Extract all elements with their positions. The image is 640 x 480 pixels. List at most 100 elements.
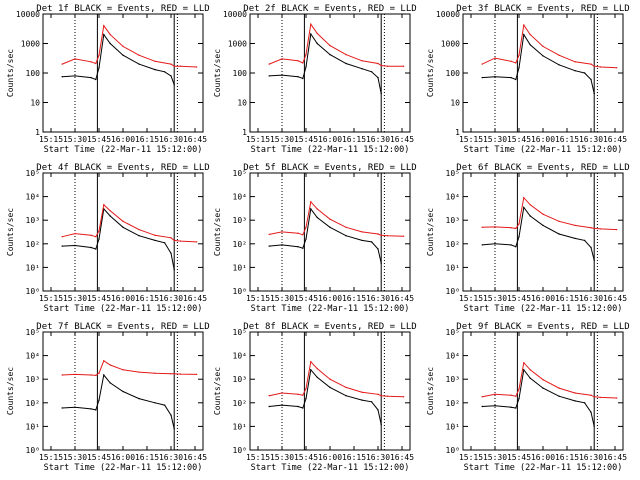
series-lld-point [173, 373, 175, 375]
series-events-line [269, 207, 382, 264]
series-lld-point [386, 395, 389, 397]
series-events-point [529, 377, 531, 379]
y-tick-label: 10⁴ [233, 193, 247, 202]
series-events-point [523, 33, 525, 36]
series-lld-line [269, 360, 404, 398]
series-lld-point [523, 24, 525, 26]
series-lld-point [268, 233, 270, 236]
y-tick-label: 10¹ [446, 263, 460, 272]
series-events-point [361, 399, 363, 401]
x-tick-label: 15:15 [39, 135, 63, 144]
y-axis-label: Counts/sec [213, 208, 222, 256]
x-tick-label: 16:15 [135, 135, 159, 144]
series-events-point [310, 369, 312, 371]
x-axis-label: Start Time (22-Mar-11 15:12:00) [464, 304, 623, 314]
series-events-point [170, 75, 172, 77]
x-tick-label: 15:30 [63, 294, 87, 303]
series-lld-line [482, 196, 617, 231]
series-events-point [523, 206, 525, 209]
y-tick-label: 10⁵ [26, 169, 40, 178]
y-tick-label: 10⁵ [233, 328, 247, 337]
series-events-point [95, 78, 97, 81]
series-events-point [529, 44, 531, 46]
y-tick-label: 10¹ [446, 422, 460, 431]
series-lld-point [523, 197, 525, 199]
y-tick-label: 10 [237, 99, 247, 108]
y-tick-label: 10⁰ [233, 446, 247, 455]
panel-title: Det 1f BLACK = Events, RED = LLD [36, 4, 209, 14]
series-lld-point [154, 234, 156, 236]
x-tick-label: 15:30 [483, 294, 507, 303]
series-events-point [574, 237, 576, 240]
series-lld-point [195, 66, 198, 68]
x-tick-label: 15:30 [270, 135, 294, 144]
series-events-point [297, 405, 299, 408]
y-tick-label: 10 [30, 99, 40, 108]
series-events-point [593, 92, 595, 95]
x-tick-label: 15:45 [294, 453, 318, 462]
series-events-point [90, 246, 92, 249]
y-tick-label: 10⁵ [446, 328, 460, 337]
series-events-point [316, 42, 318, 45]
x-tick-label: 16:30 [366, 453, 390, 462]
y-axis-label: Counts/sec [213, 49, 222, 97]
x-tick-label: 16:15 [135, 453, 159, 462]
series-events-point [370, 401, 373, 403]
series-events-point [558, 233, 560, 235]
series-lld-point [109, 210, 111, 212]
series-events-point [170, 414, 172, 416]
y-tick-label: 10³ [26, 375, 40, 384]
series-lld-point [510, 60, 512, 62]
series-lld-point [380, 234, 382, 236]
y-tick-label: 100 [446, 69, 461, 78]
series-lld-point [103, 360, 105, 362]
series-events-line [482, 33, 595, 94]
series-events-point [316, 376, 318, 378]
series-events-point [122, 54, 124, 56]
series-lld-point [61, 374, 63, 376]
series-events-point [98, 238, 100, 240]
series-lld-point [95, 236, 97, 238]
series-lld-point [109, 33, 111, 36]
series-events-point [583, 72, 586, 74]
series-lld-point [542, 213, 544, 215]
series-lld-point [138, 371, 140, 373]
series-lld-point [599, 66, 602, 68]
series-events-point [515, 407, 517, 409]
series-lld-point [529, 369, 531, 371]
series-lld-point [305, 226, 307, 228]
series-events-point [95, 409, 97, 411]
panel-title: Det 4f BLACK = Events, RED = LLD [36, 163, 209, 173]
series-lld-point [310, 23, 312, 25]
x-axis-label: Start Time (22-Mar-11 15:12:00) [464, 463, 623, 473]
series-events-point [510, 76, 512, 79]
series-events-point [98, 399, 100, 401]
series-events-point [109, 42, 111, 45]
series-events-point [163, 242, 166, 244]
series-events-point [297, 246, 299, 248]
x-tick-label: 16:45 [183, 453, 207, 462]
series-events-point [173, 269, 175, 271]
series-events-point [268, 405, 270, 408]
y-tick-label: 10² [26, 240, 40, 249]
series-events-point [138, 397, 140, 400]
x-tick-label: 16:00 [111, 135, 135, 144]
plot-frame [249, 13, 411, 133]
x-tick-label: 16:00 [111, 453, 135, 462]
series-events-point [481, 76, 483, 79]
x-tick-label: 15:15 [459, 294, 483, 303]
series-lld-point [103, 204, 105, 206]
y-tick-label: 1000 [441, 40, 460, 49]
series-lld-point [574, 61, 576, 63]
y-tick-label: 10⁰ [233, 287, 247, 296]
series-lld-point [98, 230, 100, 232]
x-tick-label: 16:15 [342, 294, 366, 303]
panel-title: Det 2f BLACK = Events, RED = LLD [243, 4, 416, 14]
x-tick-label: 15:45 [87, 453, 111, 462]
series-lld-point [138, 54, 140, 56]
series-lld-point [615, 397, 618, 399]
series-lld-point [302, 62, 304, 64]
y-axis-label: Counts/sec [426, 208, 435, 256]
